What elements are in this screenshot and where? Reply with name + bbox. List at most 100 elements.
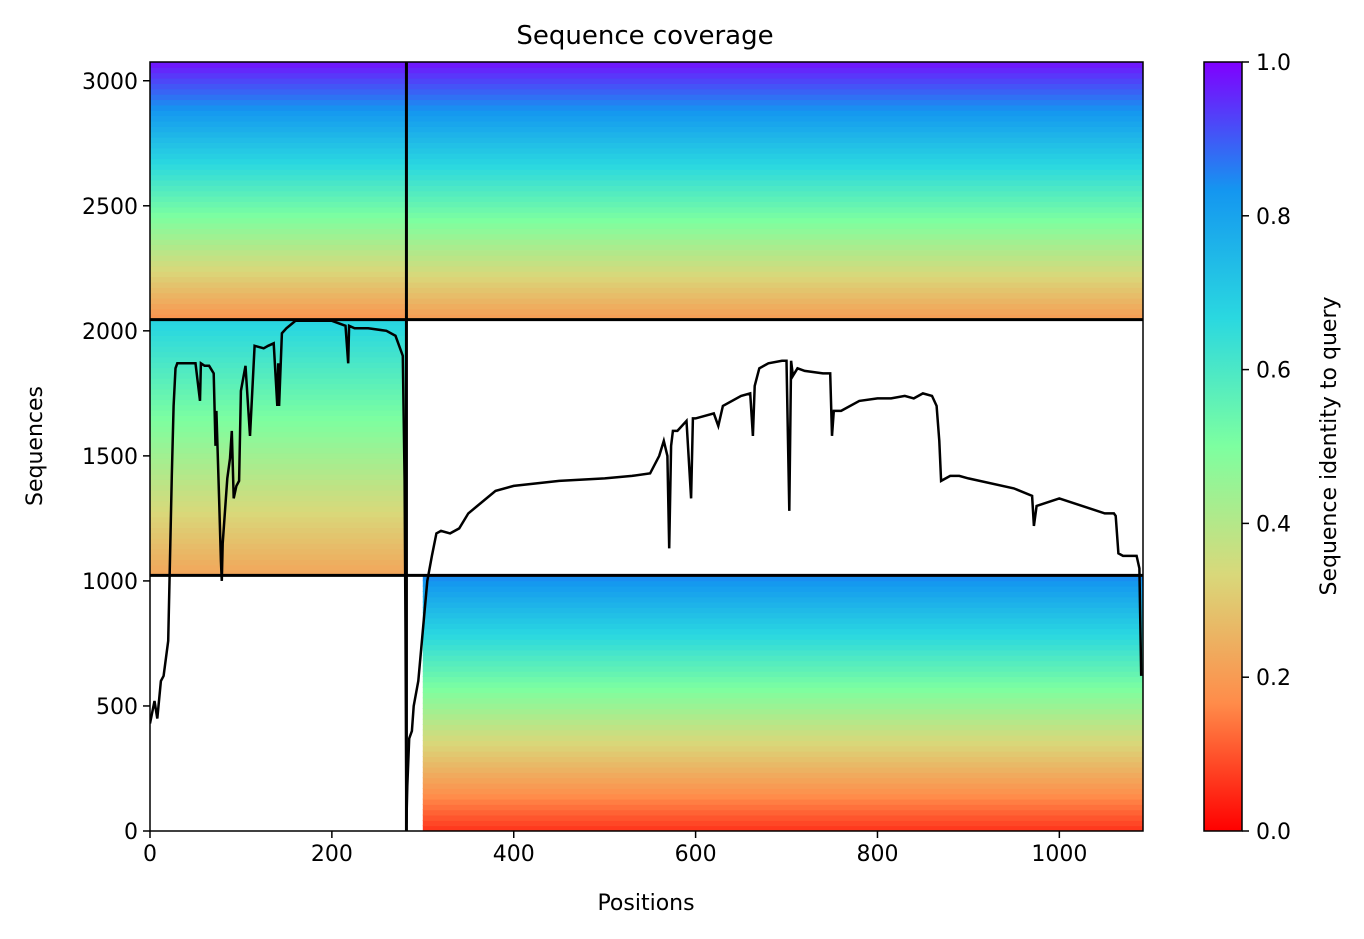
coverage-strip — [150, 174, 407, 181]
coverage-strip — [150, 542, 407, 550]
coverage-strip — [422, 638, 1143, 646]
coverage-strip — [150, 351, 407, 358]
coverage-strip — [422, 606, 1143, 614]
coverage-strip — [150, 190, 407, 197]
coverage-strip — [422, 686, 1143, 694]
coverage-strip — [150, 249, 407, 256]
coverage-block-D — [422, 574, 1143, 831]
coverage-strip — [150, 158, 407, 165]
coverage-strip — [422, 750, 1143, 757]
coverage-strip — [422, 612, 1143, 619]
coverage-strip — [150, 553, 407, 560]
coverage-strip — [422, 739, 1143, 747]
coverage-strip — [406, 158, 1143, 165]
coverage-strip — [406, 206, 1143, 213]
coverage-strip — [406, 313, 1143, 321]
coverage-strip — [406, 190, 1143, 197]
coverage-strip — [422, 649, 1143, 656]
coverage-block-C — [150, 62, 407, 321]
coverage-strip — [150, 99, 407, 106]
coverage-strip — [150, 436, 407, 443]
x-axis-ticks: 0 200 400 600 800 1000 — [143, 831, 1087, 867]
coverage-strip — [422, 745, 1143, 752]
coverage-strip — [150, 302, 407, 310]
coverage-strip — [422, 574, 1143, 582]
coverage-strip — [406, 115, 1143, 122]
coverage-strip — [150, 184, 407, 192]
y-tick-label: 0 — [124, 820, 138, 845]
coverage-strip — [422, 793, 1143, 800]
coverage-strip — [422, 809, 1143, 816]
coverage-strip — [406, 276, 1143, 283]
coverage-strip — [150, 281, 407, 288]
coverage-strip — [150, 356, 407, 363]
coverage-strip — [422, 601, 1143, 608]
coverage-strip — [406, 270, 1143, 278]
coverage-strip — [150, 345, 407, 353]
x-tick-label: 1000 — [1031, 842, 1087, 867]
coverage-blocks — [150, 62, 1143, 831]
coverage-block-A — [150, 319, 407, 576]
coverage-strip — [406, 243, 1143, 251]
coverage-strip — [422, 681, 1143, 688]
y-tick-label: 2000 — [82, 320, 138, 345]
coverage-strip — [422, 585, 1143, 592]
coverage-strip — [150, 147, 407, 154]
coverage-strip — [150, 125, 407, 133]
coverage-strip — [150, 329, 407, 337]
coverage-strip — [150, 452, 407, 459]
coverage-strip — [150, 211, 407, 219]
coverage-strip — [406, 238, 1143, 245]
coverage-strip — [150, 115, 407, 122]
x-tick-label: 400 — [493, 842, 535, 867]
coverage-strip — [406, 93, 1143, 101]
coverage-strip — [150, 484, 407, 491]
coverage-strip — [150, 233, 407, 240]
colorbar-tick-label: 0.6 — [1256, 359, 1291, 384]
x-tick-label: 800 — [856, 842, 898, 867]
y-tick-label: 2500 — [82, 195, 138, 220]
coverage-strip — [406, 195, 1143, 203]
colorbar-tick-label: 0.2 — [1256, 666, 1291, 691]
coverage-strip — [150, 88, 407, 95]
coverage-strip — [406, 249, 1143, 256]
coverage-strip — [150, 548, 407, 555]
coverage-strip — [150, 462, 407, 470]
coverage-strip — [150, 270, 407, 278]
coverage-strip — [422, 692, 1143, 699]
coverage-strip — [150, 564, 407, 571]
coverage-strip — [422, 596, 1143, 603]
coverage-block-B — [406, 62, 1143, 321]
x-axis-label: Positions — [597, 891, 694, 916]
coverage-strip — [422, 825, 1143, 831]
coverage-strip — [406, 120, 1143, 127]
colorbar — [1203, 61, 1243, 832]
coverage-strip — [422, 580, 1143, 587]
coverage-strip — [422, 660, 1143, 667]
coverage-strip — [150, 131, 407, 138]
coverage-strip — [406, 260, 1143, 267]
coverage-strip — [422, 676, 1143, 683]
coverage-strip — [150, 93, 407, 101]
coverage-strip — [150, 66, 407, 74]
coverage-strip — [150, 243, 407, 251]
coverage-strip — [150, 254, 407, 262]
coverage-strip — [406, 174, 1143, 181]
coverage-strip — [150, 516, 407, 523]
coverage-strip — [150, 532, 407, 539]
coverage-strip — [150, 217, 407, 224]
coverage-strip — [150, 473, 407, 480]
coverage-strip — [406, 99, 1143, 106]
coverage-strip — [150, 286, 407, 294]
coverage-strip — [422, 787, 1143, 795]
coverage-strip — [406, 141, 1143, 149]
coverage-strip — [150, 136, 407, 143]
coverage-strip — [406, 211, 1143, 219]
coverage-strip — [422, 713, 1143, 720]
coverage-strip — [406, 201, 1143, 208]
coverage-strip — [406, 222, 1143, 229]
coverage-strip — [150, 510, 407, 518]
colorbar-label: Sequence identity to query — [1317, 296, 1342, 595]
coverage-line — [150, 319, 1143, 824]
